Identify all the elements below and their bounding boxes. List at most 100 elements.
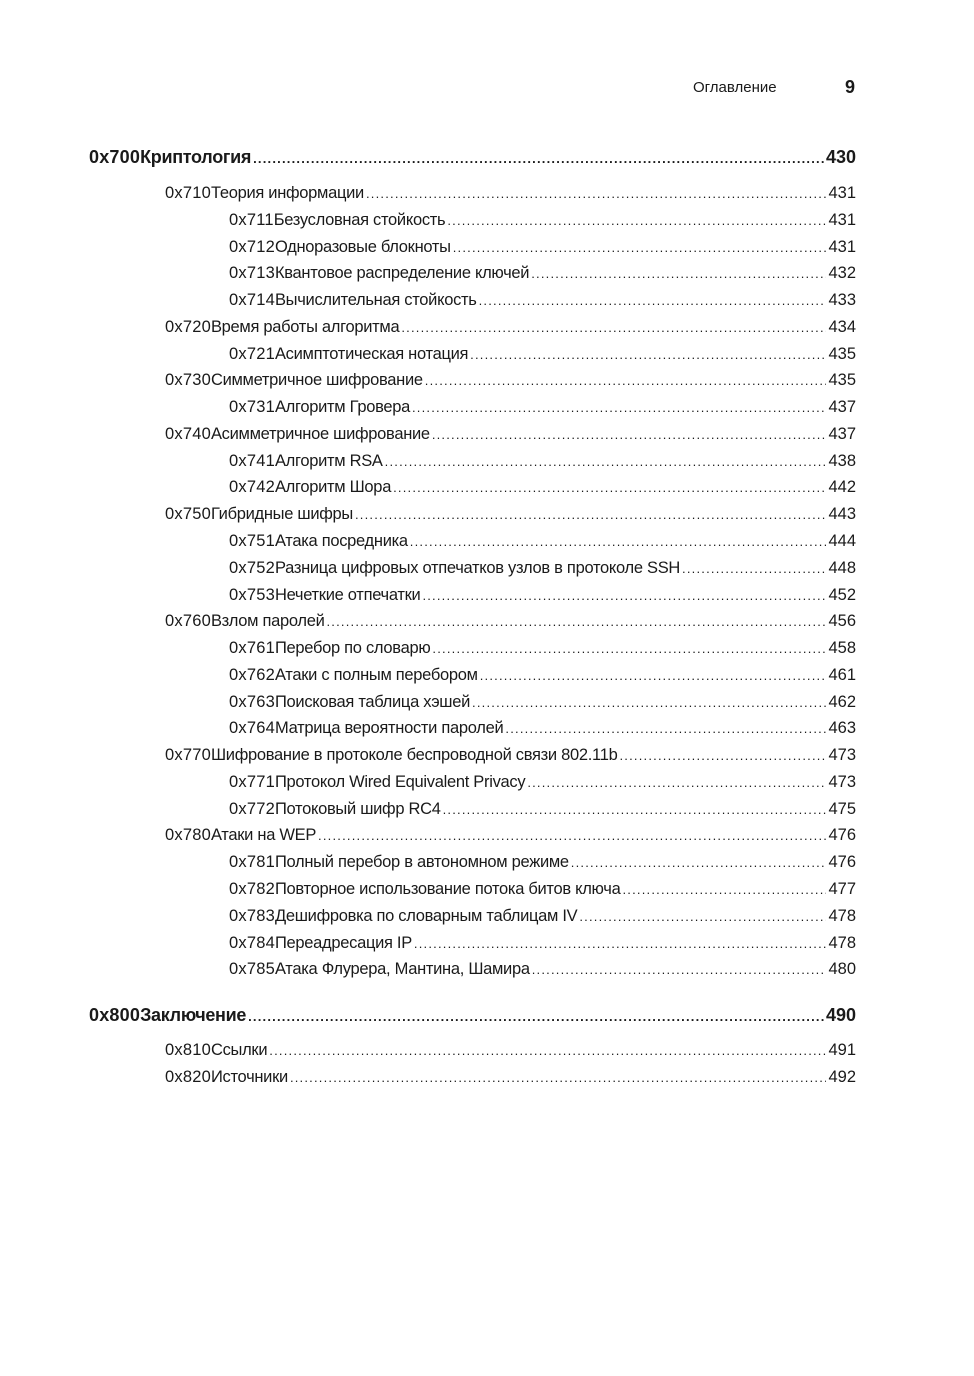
entry-page: 456 bbox=[828, 612, 856, 631]
entry-page: 431 bbox=[828, 210, 856, 229]
entry-title: Атака посредника bbox=[274, 532, 408, 550]
entry-title: Дешифровка по словарным таблицам IV bbox=[274, 906, 578, 925]
dot-leader bbox=[248, 1009, 824, 1024]
dot-leader bbox=[527, 775, 826, 790]
toc-entry[interactable]: 0x770 Шифрование в протоколе беспроводной… bbox=[165, 746, 856, 770]
dot-leader bbox=[443, 802, 827, 817]
entry-code: 0x721 bbox=[229, 344, 275, 363]
entry-code: 0x741 bbox=[229, 451, 275, 470]
dot-leader bbox=[355, 507, 827, 522]
dot-leader bbox=[327, 614, 827, 629]
entry-page: 431 bbox=[828, 237, 856, 256]
header-title: Оглавление bbox=[693, 79, 777, 96]
entry-title: Алгоритм RSA bbox=[274, 451, 383, 470]
entry-code: 0x710 bbox=[165, 184, 211, 202]
entry-page: 480 bbox=[828, 960, 856, 979]
entry-title: Ссылки bbox=[210, 1041, 268, 1059]
entry-title: Поисковая таблица хэшей bbox=[274, 692, 471, 711]
entry-page: 431 bbox=[828, 184, 856, 202]
entry-page: 443 bbox=[828, 505, 856, 524]
entry-code: 0x772 bbox=[229, 799, 275, 818]
entry-title: Время работы алгоритма bbox=[210, 317, 400, 336]
dot-leader bbox=[410, 534, 827, 549]
entry-title: Взлом паролей bbox=[210, 612, 325, 631]
entry-title: Переадресация IP bbox=[274, 933, 412, 952]
entry-code: 0x750 bbox=[165, 505, 211, 524]
entry-title: Шифрование в протоколе беспроводной связ… bbox=[210, 746, 618, 765]
entry-code: 0x770 bbox=[165, 746, 211, 765]
entry-code: 0x781 bbox=[229, 853, 275, 872]
entry-page: 435 bbox=[828, 371, 856, 390]
dot-leader bbox=[385, 454, 827, 469]
dot-leader bbox=[269, 1043, 826, 1058]
entry-title: Гибридные шифры bbox=[210, 505, 353, 524]
entry-code: 0x742 bbox=[229, 478, 275, 497]
entry-title: Нечеткие отпечатки bbox=[274, 585, 421, 604]
entry-code: 0x810 bbox=[165, 1041, 211, 1059]
entry-title: Безусловная стойкость bbox=[273, 210, 446, 229]
entry-page: 476 bbox=[828, 826, 856, 845]
entry-title: Асимптотическая нотация bbox=[274, 344, 469, 363]
entry-code: 0x752 bbox=[229, 558, 275, 577]
toc-entry[interactable]: 0x783 Дешифровка по словарным таблицам IV… bbox=[229, 907, 856, 931]
entry-title: Повторное использование потока битов клю… bbox=[274, 880, 621, 899]
entry-title: Перебор по словарю bbox=[274, 639, 431, 658]
entry-code: 0x753 bbox=[229, 585, 275, 604]
entry-page: 442 bbox=[828, 478, 856, 497]
dot-leader bbox=[579, 909, 826, 924]
dot-leader bbox=[432, 641, 826, 656]
entry-page: 478 bbox=[828, 933, 856, 952]
entry-title: Вычислительная стойкость bbox=[274, 291, 477, 310]
dot-leader bbox=[472, 695, 826, 710]
entry-page: 461 bbox=[828, 665, 856, 684]
toc-entry[interactable]: 0x782 Повторное использование потока бито… bbox=[229, 880, 856, 904]
entry-page: 438 bbox=[828, 451, 856, 470]
entry-code: 0x771 bbox=[229, 772, 275, 791]
entry-code: 0x712 bbox=[229, 237, 275, 256]
dot-leader bbox=[470, 347, 826, 362]
dot-leader bbox=[622, 882, 826, 897]
entry-title: Квантовое распределение ключей bbox=[274, 264, 530, 283]
entry-page: 492 bbox=[828, 1068, 856, 1086]
dot-leader bbox=[393, 480, 826, 495]
entry-title: Одноразовые блокноты bbox=[274, 237, 451, 256]
entry-page: 437 bbox=[828, 398, 856, 417]
entry-page: 435 bbox=[828, 344, 856, 363]
entry-title: Заключение bbox=[140, 1005, 247, 1025]
entry-title: Матрица вероятности паролей bbox=[274, 719, 504, 738]
entry-code: 0x740 bbox=[165, 424, 211, 443]
entry-title: Атака Флурера, Мантина, Шамира bbox=[274, 960, 530, 979]
entry-title: Симметричное шифрование bbox=[210, 371, 423, 390]
toc-entry[interactable]: 0x752 Разница цифровых отпечатков узлов в… bbox=[229, 559, 856, 583]
